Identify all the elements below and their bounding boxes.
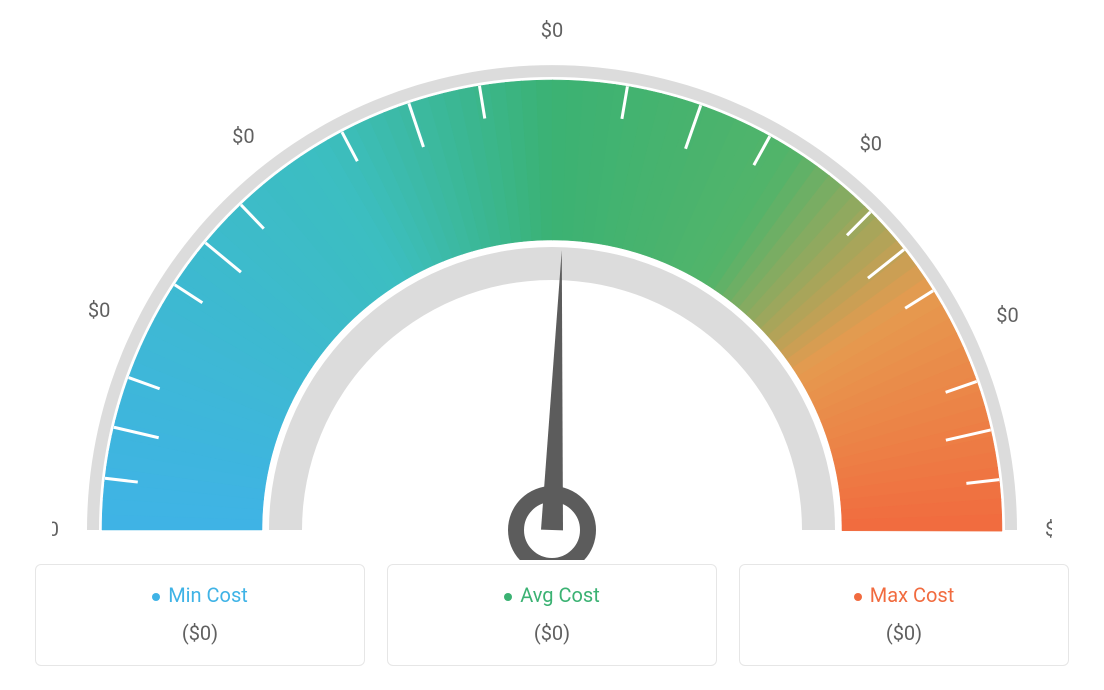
legend-label-max: Max Cost: [870, 583, 955, 607]
gauge-chart: $0 $0 $0 $0 $0 $0 $0: [52, 0, 1052, 560]
legend-card-max: Max Cost ($0): [739, 564, 1069, 666]
tick-label: $0: [1045, 517, 1052, 541]
legend-dot-avg: [504, 593, 512, 601]
tick-label: $0: [232, 124, 254, 148]
legend-label-min: Min Cost: [168, 583, 248, 607]
legend-title-max: Max Cost: [750, 583, 1058, 607]
tick-label: $0: [541, 18, 563, 42]
legend-value-avg: ($0): [398, 621, 706, 645]
legend-value-min: ($0): [46, 621, 354, 645]
legend-card-avg: Avg Cost ($0): [387, 564, 717, 666]
legend-row: Min Cost ($0) Avg Cost ($0) Max Cost ($0…: [0, 564, 1104, 666]
tick-label: $0: [88, 298, 110, 322]
legend-value-max: ($0): [750, 621, 1058, 645]
legend-card-min: Min Cost ($0): [35, 564, 365, 666]
tick-label: $0: [52, 517, 59, 541]
gauge-cost-widget: $0 $0 $0 $0 $0 $0 $0 Min Cost ($0) Avg Cost ($…: [0, 0, 1104, 690]
legend-dot-max: [854, 593, 862, 601]
legend-dot-min: [152, 593, 160, 601]
legend-label-avg: Avg Cost: [520, 583, 600, 607]
tick-label: $0: [996, 303, 1018, 327]
gauge-svg: $0 $0 $0 $0 $0 $0 $0: [52, 0, 1052, 560]
legend-title-min: Min Cost: [46, 583, 354, 607]
legend-title-avg: Avg Cost: [398, 583, 706, 607]
tick-label: $0: [860, 132, 882, 156]
